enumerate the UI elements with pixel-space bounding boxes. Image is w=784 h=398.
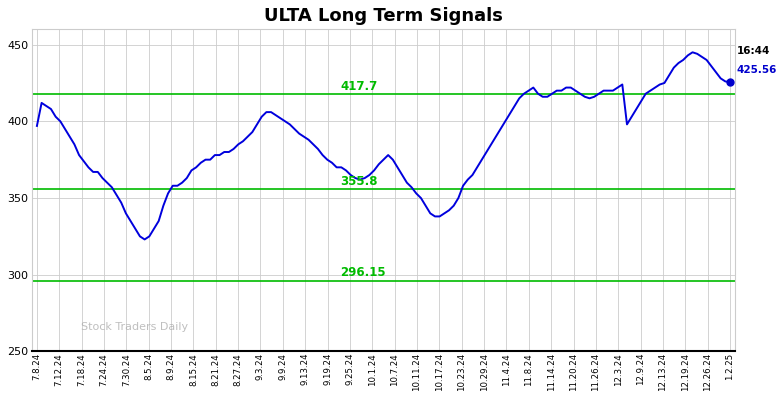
Text: 417.7: 417.7 [340,80,378,93]
Text: 425.56: 425.56 [737,65,778,75]
Text: 296.15: 296.15 [340,266,386,279]
Text: Stock Traders Daily: Stock Traders Daily [82,322,188,332]
Title: ULTA Long Term Signals: ULTA Long Term Signals [264,7,503,25]
Text: 355.8: 355.8 [340,175,378,188]
Text: 16:44: 16:44 [737,47,771,57]
